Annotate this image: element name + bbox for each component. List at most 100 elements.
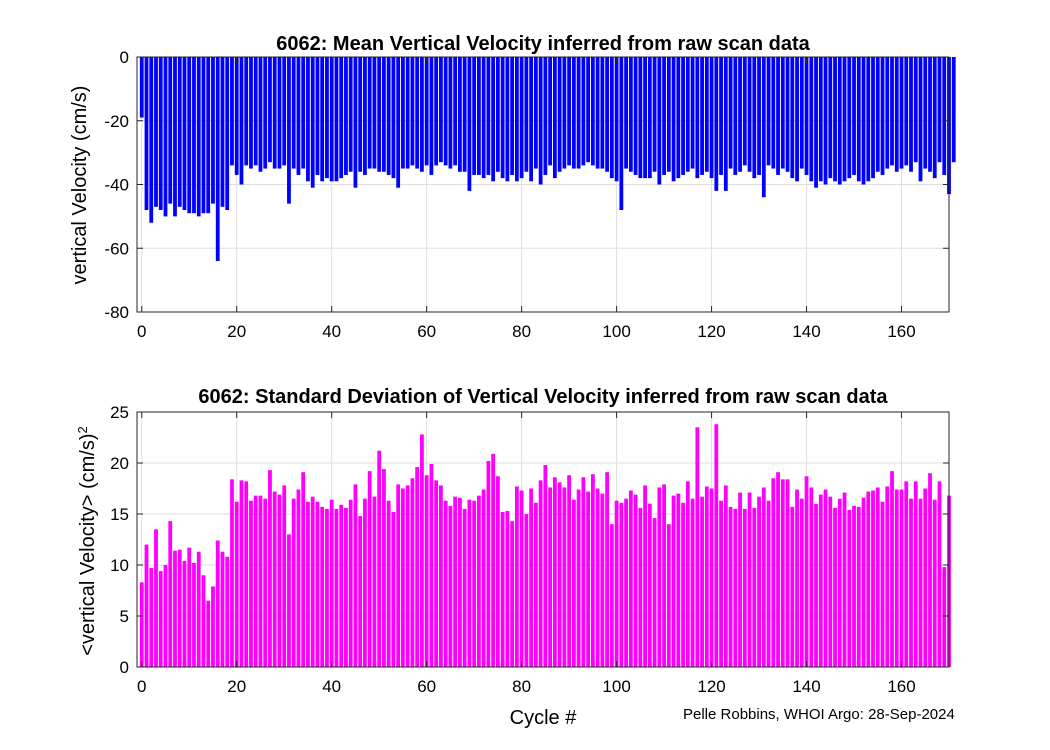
bar [576, 489, 581, 667]
bar [249, 500, 253, 667]
bar [785, 57, 790, 172]
y-tick-label: -40 [104, 176, 129, 195]
bar [714, 424, 719, 667]
bar [401, 57, 405, 169]
bar [728, 57, 733, 169]
bar [533, 57, 538, 169]
bar [206, 600, 211, 667]
bar [462, 508, 467, 667]
bar [828, 57, 833, 179]
y-tick-label: 0 [120, 658, 129, 677]
bar [353, 484, 358, 667]
bar [325, 508, 329, 667]
bar [633, 494, 638, 667]
bar [315, 57, 320, 175]
bar [458, 57, 462, 172]
bar [833, 57, 837, 182]
bar [310, 496, 315, 667]
bar [410, 478, 415, 667]
bar [448, 57, 453, 169]
bar [904, 481, 909, 667]
bar [685, 481, 690, 667]
bar [467, 57, 472, 191]
x-tick-label: 0 [137, 677, 146, 696]
bar [258, 57, 263, 172]
chart-title: 6062: Standard Deviation of Vertical Vel… [198, 386, 888, 408]
bar [500, 57, 505, 179]
bar [866, 57, 871, 182]
bar [619, 502, 624, 667]
bar [842, 492, 847, 667]
bar [842, 57, 847, 182]
bar [201, 575, 206, 667]
bar [315, 501, 320, 667]
bar [638, 507, 643, 667]
bar [505, 57, 510, 182]
x-tick-label: 40 [322, 677, 341, 696]
bar [239, 57, 244, 185]
bar [524, 57, 529, 172]
bar [795, 489, 799, 667]
bar [325, 57, 329, 179]
bar [595, 57, 600, 169]
bar [852, 505, 856, 667]
bar [225, 556, 230, 667]
bar [263, 57, 268, 169]
bar [363, 57, 367, 175]
bar [510, 57, 515, 175]
bar [144, 544, 149, 667]
bar [552, 477, 557, 667]
bar [296, 489, 301, 667]
bar [818, 494, 823, 667]
bar [505, 510, 510, 667]
x-tick-label: 140 [792, 322, 820, 341]
bar [757, 57, 761, 175]
bar [571, 57, 576, 169]
bar [215, 57, 220, 261]
bar [514, 486, 519, 667]
y-tick-label: 5 [120, 607, 129, 626]
bar [652, 57, 657, 172]
bar [847, 509, 852, 667]
y-tick-label: -60 [104, 239, 129, 258]
bar [443, 500, 448, 667]
bar [837, 57, 842, 185]
bar [771, 478, 776, 667]
bar [904, 57, 909, 166]
bar [937, 481, 942, 667]
bar [894, 489, 899, 667]
bar [253, 495, 258, 667]
bar [168, 57, 173, 204]
bar [723, 485, 728, 667]
bar [742, 57, 747, 166]
bar [529, 488, 534, 667]
y-tick-label: 0 [120, 48, 129, 67]
bar [405, 57, 410, 169]
bar [899, 57, 904, 169]
bar [814, 57, 818, 188]
bar [424, 475, 429, 667]
bar [287, 57, 291, 204]
bar [776, 57, 780, 175]
bar [894, 57, 899, 172]
bar [301, 472, 306, 667]
bar [543, 465, 548, 667]
bar [647, 57, 652, 179]
bar [804, 476, 809, 667]
bar [334, 57, 339, 182]
bar [377, 450, 382, 667]
bar [310, 57, 315, 188]
bar [666, 57, 671, 172]
bar [619, 57, 624, 210]
tick-labels: 0 20 40 60 80 100 120 140 160 0 -20 -40 -60 -80 [104, 48, 949, 341]
bar [885, 57, 890, 169]
bar [676, 493, 681, 667]
bar [567, 475, 572, 667]
bar [928, 57, 932, 172]
bar [548, 57, 553, 166]
y-tick-label: -80 [104, 303, 129, 322]
bar [909, 57, 913, 172]
bar [951, 57, 956, 163]
std-velocity-chart: 6062: Standard Deviation of Vertical Vel… [75, 386, 951, 729]
bar [339, 504, 344, 667]
